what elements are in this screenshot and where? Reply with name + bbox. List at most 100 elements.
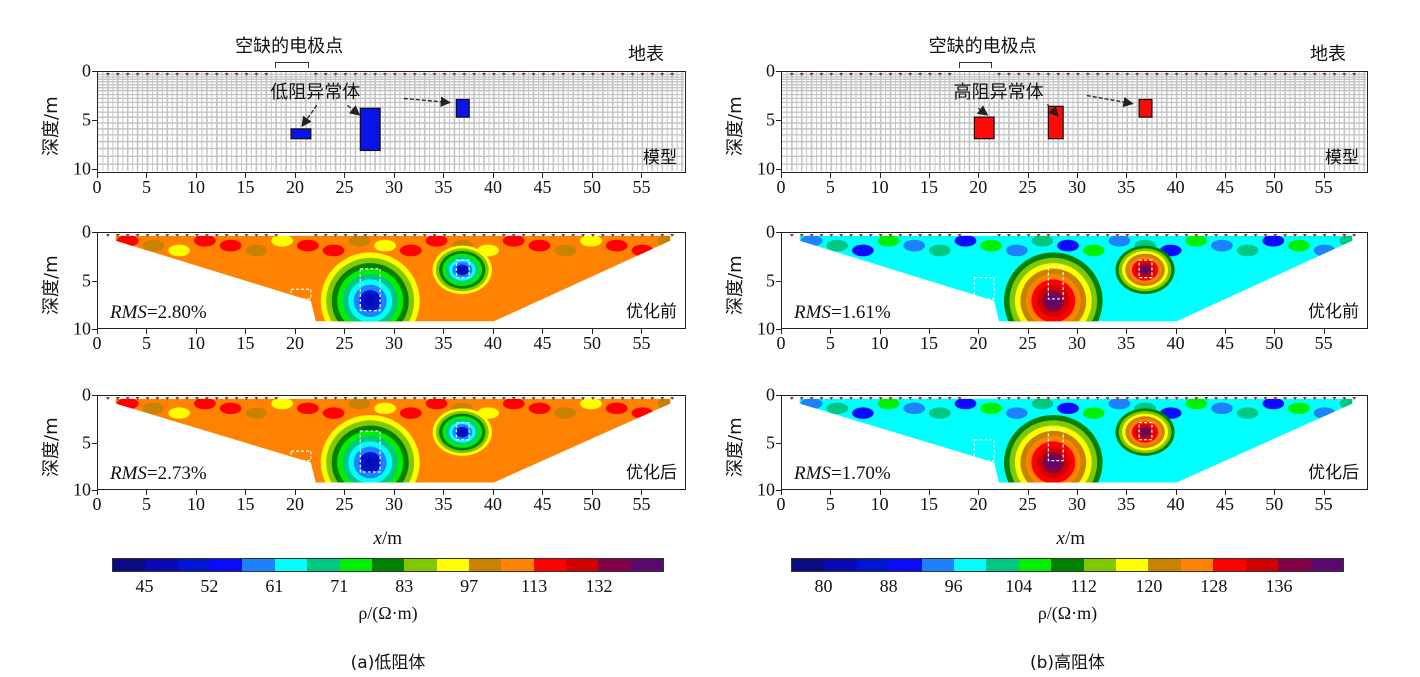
- rms-label: RMS=1.70%: [794, 463, 891, 485]
- x-tick-label: 45: [533, 177, 552, 197]
- x-tick-label: 55: [1314, 333, 1333, 353]
- electrode-marker: [918, 234, 923, 237]
- electrode-marker: [1036, 234, 1041, 237]
- x-tick-label: 5: [141, 494, 151, 514]
- stage-label: 优化后: [1308, 463, 1359, 483]
- electrode-marker: [1026, 397, 1031, 400]
- annotation-arrow: [1086, 94, 1134, 108]
- electrode-marker: [1184, 234, 1189, 237]
- electrode-marker: [590, 397, 595, 400]
- electrode-marker: [581, 73, 586, 76]
- electrode-marker: [244, 73, 249, 76]
- contour-group: [116, 398, 671, 483]
- colorbar-swatch: [177, 559, 211, 571]
- electrode-marker: [363, 234, 368, 237]
- electrode-marker: [590, 234, 595, 237]
- x-tick-label: 50: [1265, 494, 1284, 514]
- rms-value: =2.80%: [146, 302, 207, 323]
- electrode-marker: [1273, 73, 1278, 76]
- contour-blob: [374, 402, 396, 415]
- x-tick-label: 30: [384, 494, 403, 514]
- electrode-marker: [610, 234, 615, 237]
- electrode-marker: [1243, 73, 1248, 76]
- x-tick-mark: [443, 329, 445, 334]
- electrode-marker: [125, 73, 130, 76]
- contour-blob: [605, 239, 628, 252]
- electrode-marker: [145, 397, 150, 400]
- electrode-marker: [1352, 73, 1357, 76]
- electrode-marker: [640, 73, 645, 76]
- contour-blob: [1339, 235, 1353, 247]
- colorbar-tick-label: 83: [395, 576, 414, 596]
- colorbar-swatch: [566, 559, 599, 571]
- colorbar-swatch: [1310, 559, 1343, 571]
- electrode-marker: [849, 397, 854, 400]
- electrode-marker: [858, 234, 863, 237]
- x-tick-mark: [344, 173, 346, 178]
- electrode-marker: [1075, 234, 1080, 237]
- colorbar-swatch: [1213, 559, 1246, 571]
- y-tick-label: 0: [82, 60, 91, 81]
- electrode-marker: [1164, 397, 1169, 400]
- electrode-marker: [274, 234, 279, 237]
- x-tick-label: 0: [776, 177, 786, 197]
- colorbar-swatch: [468, 559, 502, 571]
- x-tick-label: 20: [285, 494, 304, 514]
- electrode-marker: [819, 234, 824, 237]
- electrode-marker: [561, 234, 566, 237]
- rms-prefix: RMS: [110, 302, 147, 323]
- electrode-marker: [937, 234, 942, 237]
- electrode-marker: [789, 234, 794, 237]
- electrode-marker: [898, 234, 903, 237]
- x-tick-label: 50: [582, 333, 601, 353]
- electrode-marker: [541, 73, 546, 76]
- true-anomaly-outline: [973, 277, 995, 300]
- x-tick-mark: [1126, 490, 1128, 495]
- electrode-marker: [1095, 234, 1100, 237]
- electrode-marker: [1253, 397, 1258, 400]
- y-axis-label: 深度/m: [41, 96, 62, 156]
- x-tick-mark: [443, 490, 445, 495]
- colorbar-tick-label: 80: [814, 576, 833, 596]
- x-tick-mark: [591, 173, 593, 178]
- rms-value: =1.61%: [830, 302, 891, 323]
- x-tick-label: 15: [236, 333, 255, 353]
- electrode-marker: [1145, 73, 1150, 76]
- contour-blob: [142, 402, 165, 415]
- x-tick-label: 25: [335, 333, 354, 353]
- electrode-marker: [839, 234, 844, 237]
- contour-blob: [219, 402, 242, 415]
- electrode-marker: [125, 397, 130, 400]
- x-tick-label: 25: [1018, 494, 1037, 514]
- electrode-marker: [640, 234, 645, 237]
- electrode-marker: [521, 73, 526, 76]
- electrode-marker: [1253, 234, 1258, 237]
- x-tick-mark: [781, 329, 782, 334]
- electrode-marker: [214, 73, 219, 76]
- x-tick-mark: [294, 490, 296, 495]
- section-plot: [105, 397, 675, 483]
- electrode-marker: [472, 73, 477, 76]
- electrode-marker: [1145, 397, 1150, 400]
- electrode-marker: [185, 234, 190, 237]
- contour-blob: [605, 402, 628, 415]
- electrode-marker: [204, 73, 209, 76]
- colorbar-tick-label: 88: [879, 576, 898, 596]
- x-tick-label: 45: [1215, 177, 1234, 197]
- colorbar-tick-label: 45: [135, 576, 154, 596]
- x-tick-mark: [146, 490, 148, 495]
- electrode-marker: [1263, 73, 1268, 76]
- colorbar-swatch: [1278, 559, 1311, 571]
- electrode-marker: [1125, 397, 1130, 400]
- electrode-marker: [1105, 397, 1110, 400]
- y-tick-label: 10: [73, 158, 91, 179]
- electrode-marker: [839, 73, 844, 76]
- electrode-marker: [204, 397, 209, 400]
- electrode-marker: [214, 397, 219, 400]
- x-tick-label: 15: [919, 333, 938, 353]
- electrode-marker: [145, 234, 150, 237]
- electrode-marker: [1105, 234, 1110, 237]
- x-tick-mark: [97, 490, 98, 495]
- x-tick-label: 50: [1265, 177, 1284, 197]
- contour-blob: [1262, 235, 1285, 247]
